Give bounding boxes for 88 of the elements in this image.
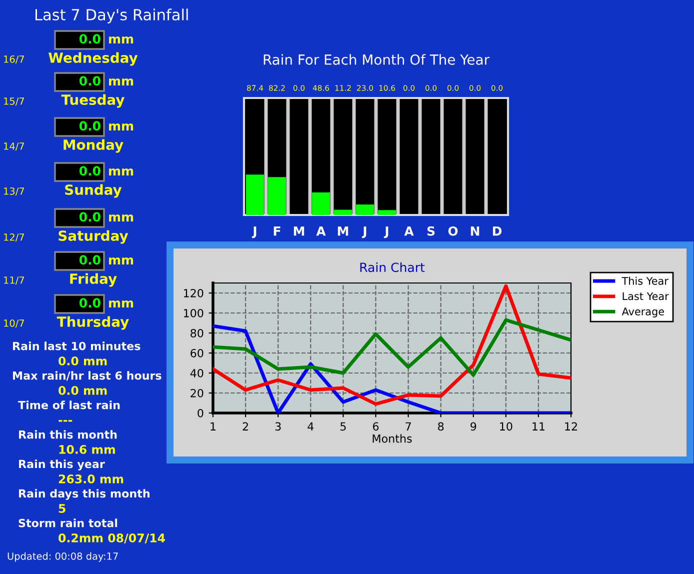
text: 0.0 xyxy=(79,255,100,265)
x-tick-label: S xyxy=(427,226,435,236)
text: 5 xyxy=(58,504,66,513)
legend-label: This Year xyxy=(622,276,668,285)
text: Monday xyxy=(64,139,124,153)
x-tick-label: 4 xyxy=(308,422,314,430)
text: Friday xyxy=(70,273,117,287)
bar xyxy=(378,210,396,215)
bar xyxy=(334,210,352,215)
text: Time of last rain xyxy=(18,400,120,410)
text: mm xyxy=(109,123,134,130)
x-tick-label: M xyxy=(294,226,304,236)
x-tick-label: 2 xyxy=(242,422,248,430)
text: 0.0 xyxy=(79,76,100,86)
x-tick-label: 7 xyxy=(406,422,411,430)
text: 0.2mm 08/07/14 xyxy=(58,533,165,544)
x-tick-label: 12 xyxy=(565,422,577,430)
text: Max rain/hr last 6 hours xyxy=(13,371,162,381)
chart-title: Rain Chart xyxy=(360,262,425,272)
text: mm xyxy=(109,257,134,264)
x-tick-label: 10 xyxy=(500,422,512,431)
x-tick-label: O xyxy=(448,226,458,236)
x-tick-label: A xyxy=(404,226,414,236)
x-tick-label: J xyxy=(252,226,256,238)
text: Saturday xyxy=(58,230,128,244)
legend-label: Last Year xyxy=(622,292,669,300)
bar xyxy=(268,177,286,215)
y-tick-label: 20 xyxy=(190,388,204,398)
x-tick-label: 1 xyxy=(210,422,216,430)
x-tick-label: J xyxy=(384,226,388,238)
y-tick-label: 120 xyxy=(184,288,204,298)
legend-label: Average xyxy=(622,308,664,318)
text: 15/7 xyxy=(4,98,24,106)
y-tick-label: 100 xyxy=(184,308,204,318)
text: 13/7 xyxy=(4,187,24,196)
text: Updated: 00:08 day:17 xyxy=(8,552,118,562)
y-tick-label: 0 xyxy=(198,408,204,418)
text: 0.0 mm xyxy=(58,356,107,366)
text: Rain this year xyxy=(19,460,105,470)
x-tick-label: F xyxy=(274,226,280,236)
text: Rain this month xyxy=(19,430,117,439)
text: 0.0 mm xyxy=(58,386,107,395)
x-tick-label: A xyxy=(316,226,326,236)
text: Storm rain total xyxy=(18,518,118,528)
bar xyxy=(356,204,374,215)
text: Wednesday xyxy=(48,52,138,66)
x-tick-label: 5 xyxy=(340,422,346,431)
text: 12/7 xyxy=(4,233,24,242)
x-tick-label: 9 xyxy=(470,422,476,431)
text: Rain last 10 minutes xyxy=(13,342,140,350)
text: 10/7 xyxy=(4,319,24,328)
text: Tuesday xyxy=(61,94,124,108)
y-tick-label: 40 xyxy=(190,368,204,378)
text: Rain days this month xyxy=(19,489,150,500)
text: 0.0 xyxy=(79,34,100,44)
text: Sunday xyxy=(65,184,122,198)
x-tick-label: 3 xyxy=(275,422,281,431)
bar xyxy=(246,174,264,215)
x-tick-label: 8 xyxy=(438,422,444,431)
bar xyxy=(312,192,330,215)
text: 0.0 xyxy=(79,298,100,308)
text: 16/7 xyxy=(4,55,24,64)
text: 0.0 xyxy=(79,212,100,222)
text: 263.0 mm xyxy=(58,474,124,484)
text: 11/7 xyxy=(4,276,24,285)
chart-title: Rain For Each Month Of The Year xyxy=(264,54,490,65)
x-tick-label: M xyxy=(338,226,348,236)
text: 10.6 mm xyxy=(59,444,115,454)
x-tick-label: D xyxy=(492,226,502,236)
text: Thursday xyxy=(56,316,129,330)
text: 0.0 xyxy=(79,166,100,176)
y-tick-label: 80 xyxy=(190,328,204,338)
text: mm xyxy=(109,214,134,222)
y-tick-label: 60 xyxy=(190,348,204,358)
text: 14/7 xyxy=(4,142,24,151)
text: Last 7 Day's Rainfall xyxy=(36,8,188,24)
x-tick-label: 11 xyxy=(532,422,544,430)
x-tick-label: 6 xyxy=(372,422,379,431)
text: mm xyxy=(109,168,134,176)
text: mm xyxy=(109,36,134,44)
x-tick-label: N xyxy=(470,226,480,236)
x-tick-label: J xyxy=(362,226,366,238)
text: 0.0 xyxy=(79,121,100,131)
text: mm xyxy=(109,300,134,308)
line-series xyxy=(213,318,571,377)
x-axis-title: Months xyxy=(372,434,412,443)
text: mm xyxy=(109,78,134,86)
text: --- xyxy=(58,420,72,422)
